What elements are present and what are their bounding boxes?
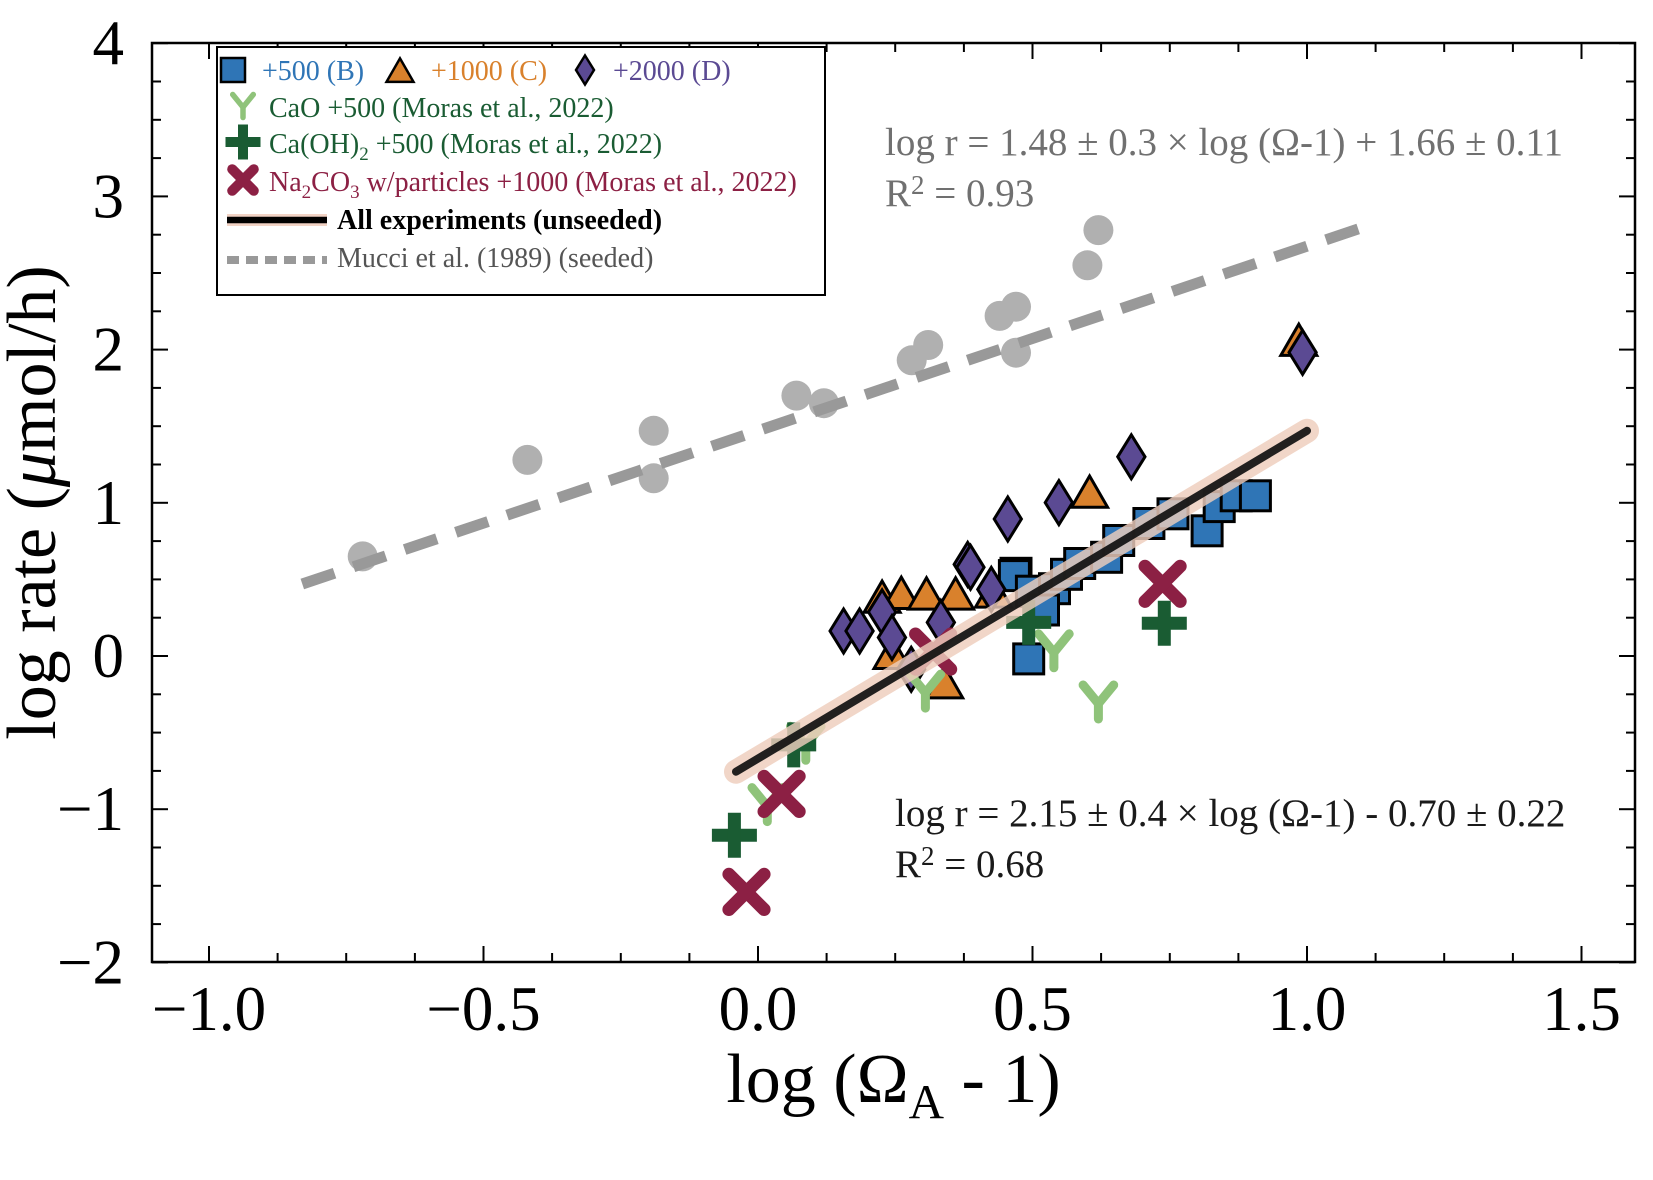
svg-text:log r = 2.15 ± 0.4 × log (Ω-1): log r = 2.15 ± 0.4 × log (Ω-1) - 0.70 ± … [895,792,1565,835]
svg-text:−1: −1 [57,774,124,844]
svg-text:Mucci et al. (1989) (seeded): Mucci et al. (1989) (seeded) [337,243,653,274]
svg-text:+1000 (C): +1000 (C) [431,56,547,87]
svg-text:−2: −2 [57,927,124,997]
svg-text:1.0: 1.0 [1268,974,1347,1044]
svg-text:CaO +500 (Moras et al., 2022): CaO +500 (Moras et al., 2022) [269,93,614,124]
svg-text:3: 3 [93,161,125,231]
svg-text:1.5: 1.5 [1542,974,1621,1044]
svg-text:4: 4 [93,8,125,78]
svg-text:+2000 (D): +2000 (D) [613,56,731,87]
svg-text:R2 = 0.93: R2 = 0.93 [885,170,1034,215]
svg-text:0.0: 0.0 [719,974,798,1044]
svg-text:−0.5: −0.5 [426,974,540,1044]
svg-text:+500 (B): +500 (B) [262,56,364,87]
svg-text:Ca(OH)2 +500 (Moras et al., 20: Ca(OH)2 +500 (Moras et al., 2022) [269,129,662,165]
svg-text:log (ΩA - 1): log (ΩA - 1) [726,1041,1060,1129]
svg-text:−1.0: −1.0 [152,974,266,1044]
svg-text:0: 0 [93,621,125,691]
svg-text:0.5: 0.5 [993,974,1072,1044]
svg-text:Na2CO3 w/particles +1000 (Mora: Na2CO3 w/particles +1000 (Moras et al., … [269,167,797,203]
svg-text:R2 = 0.68: R2 = 0.68 [895,841,1044,886]
svg-text:log rate (μmol/h): log rate (μmol/h) [0,265,71,739]
svg-text:1: 1 [93,468,125,538]
svg-text:All experiments (unseeded): All experiments (unseeded) [337,205,662,236]
svg-text:log r = 1.48 ± 0.3 × log (Ω-1): log r = 1.48 ± 0.3 × log (Ω-1) + 1.66 ± … [885,121,1563,164]
svg-text:2: 2 [93,315,125,385]
